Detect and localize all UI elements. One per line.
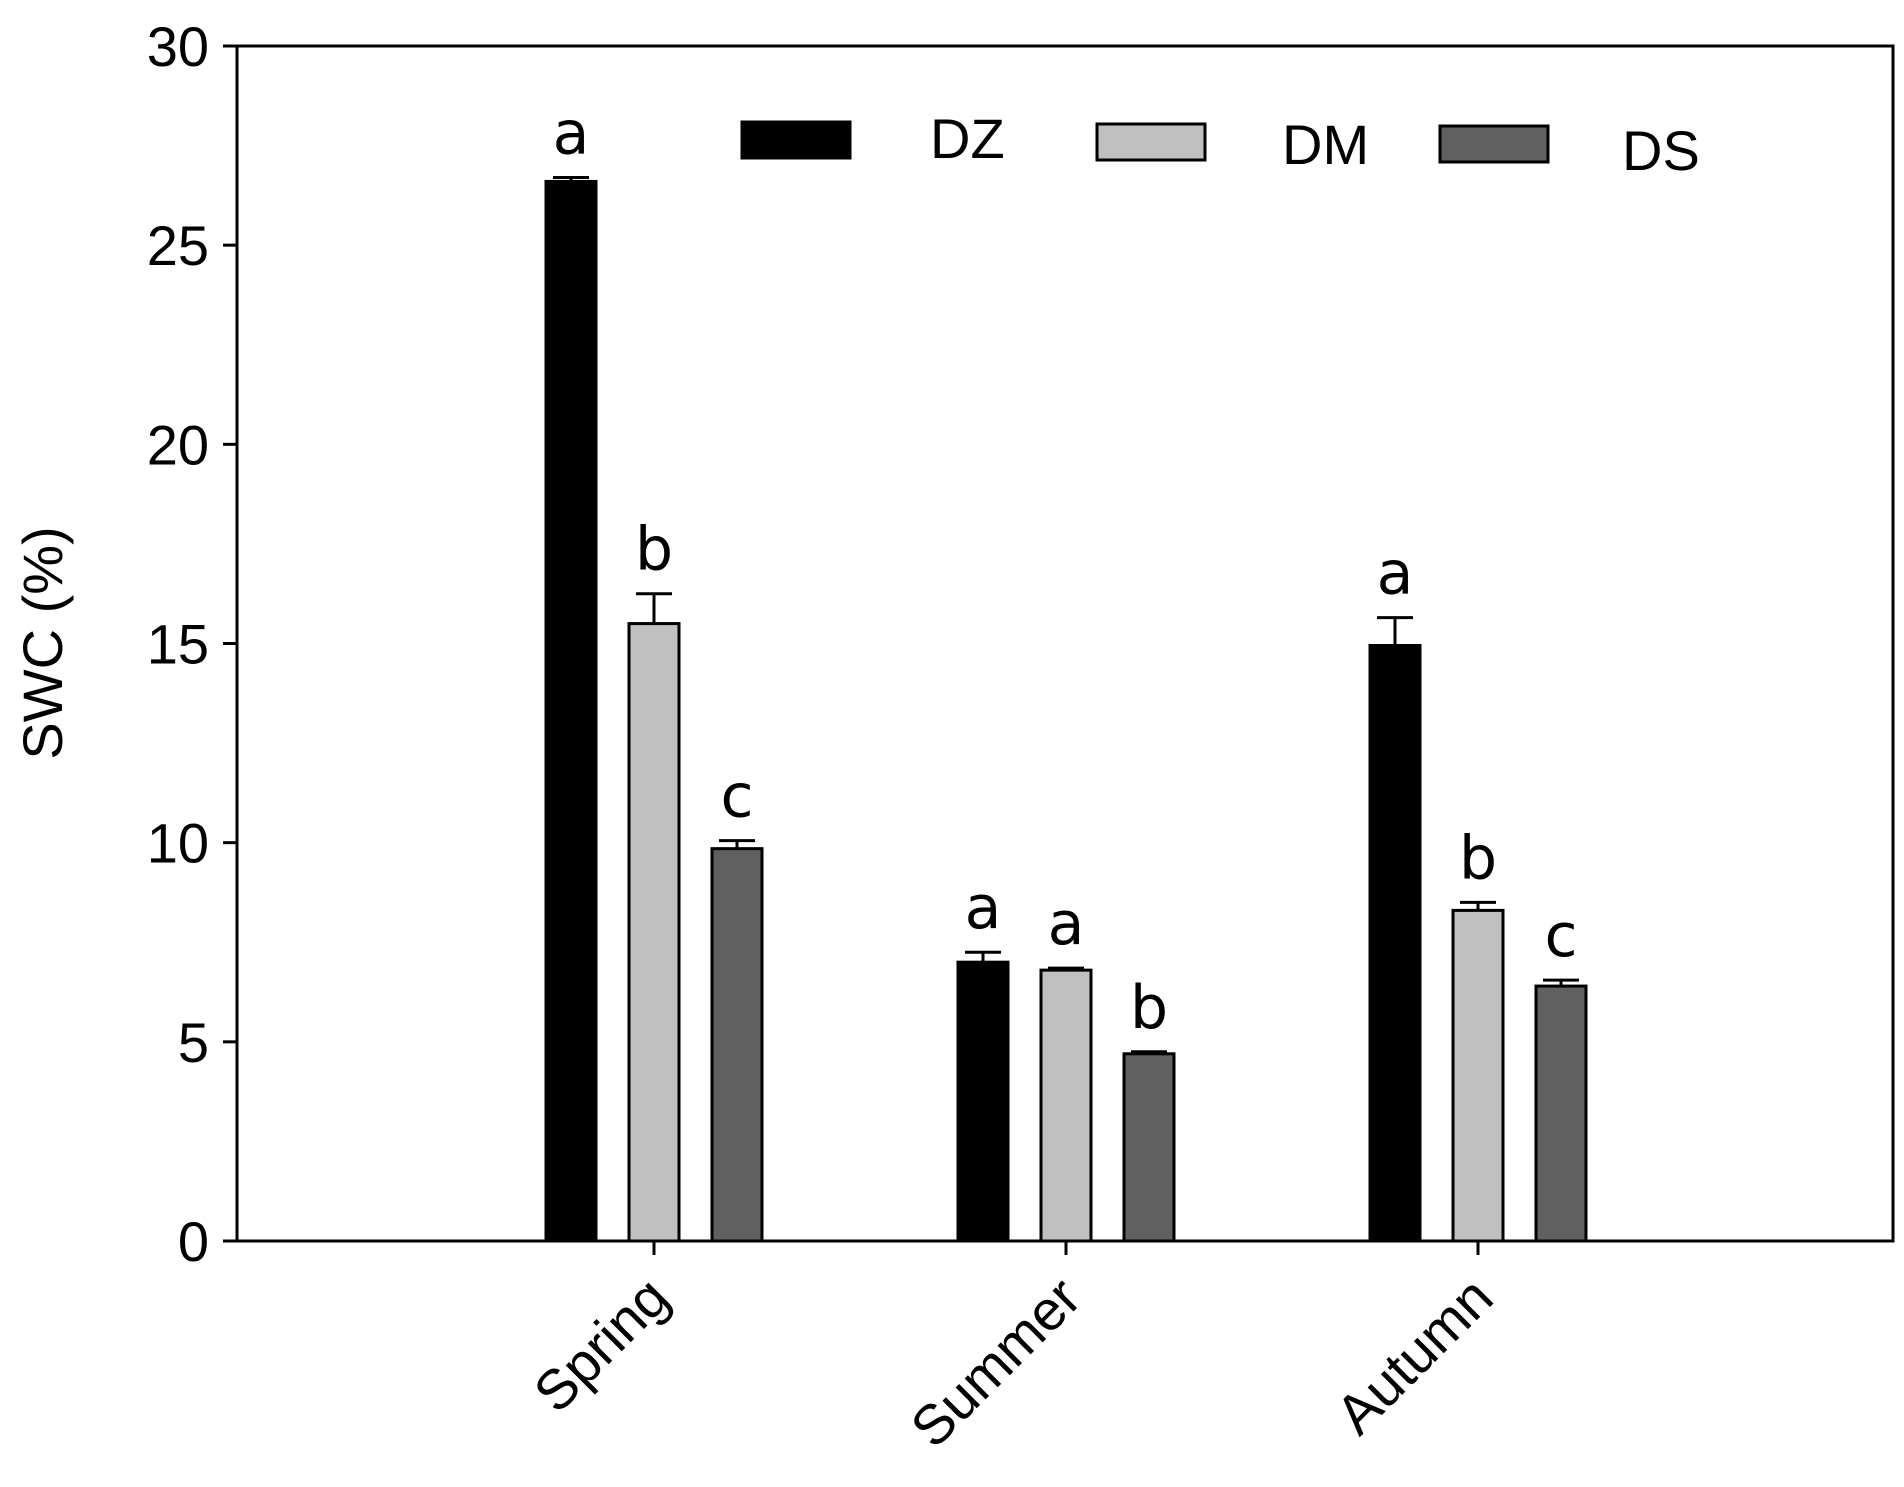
error-bar-dm-spring bbox=[636, 592, 672, 624]
error-bar-dm-summer bbox=[1048, 966, 1084, 971]
error-bar-dz-spring bbox=[553, 175, 589, 182]
bar-dm-summer bbox=[1039, 968, 1093, 1243]
bar-dz-autumn bbox=[1368, 643, 1422, 1243]
significance-letter-dz-autumn: a bbox=[1377, 539, 1414, 609]
legend-label-dz: DZ bbox=[930, 107, 1005, 170]
significance-letter-ds-spring: c bbox=[721, 762, 754, 832]
bar-dm-autumn bbox=[1451, 908, 1505, 1243]
legend: DZ DM DS bbox=[740, 107, 1700, 182]
bar-ds-summer bbox=[1122, 1052, 1176, 1243]
error-bar-dz-autumn bbox=[1377, 616, 1413, 646]
bar-ds-spring bbox=[710, 847, 764, 1243]
y-tick-label: 5 bbox=[178, 1011, 209, 1074]
legend-label-ds: DS bbox=[1622, 119, 1700, 182]
y-tick-label: 0 bbox=[178, 1210, 209, 1273]
y-axis: 0 5 10 15 20 25 30 bbox=[147, 15, 237, 1273]
bars bbox=[544, 179, 1588, 1243]
bar-dz-spring bbox=[544, 179, 598, 1243]
legend-swatch-dm bbox=[1095, 122, 1207, 162]
significance-letter-dz-summer: a bbox=[965, 873, 1002, 943]
x-axis: Spring Summer Autumn bbox=[521, 1241, 1504, 1459]
y-tick-label: 15 bbox=[147, 613, 209, 676]
x-tick-label-spring: Spring bbox=[521, 1265, 680, 1424]
significance-letter-dm-summer: a bbox=[1048, 889, 1085, 959]
legend-label-dm: DM bbox=[1282, 113, 1369, 176]
x-tick-label-summer: Summer bbox=[898, 1265, 1092, 1459]
significance-letter-dz-spring: a bbox=[553, 98, 590, 168]
error-bar-dz-summer bbox=[965, 950, 1001, 963]
error-bar-ds-summer bbox=[1131, 1050, 1167, 1054]
error-bar-ds-autumn bbox=[1543, 978, 1579, 987]
y-axis-title: SWC (%) bbox=[11, 526, 74, 759]
significance-letter-dm-spring: b bbox=[635, 515, 673, 585]
x-tick-label-autumn: Autumn bbox=[1323, 1265, 1504, 1446]
error-bar-dm-autumn bbox=[1460, 900, 1496, 911]
significance-letter-dm-autumn: b bbox=[1459, 823, 1497, 893]
significance-letter-ds-summer: b bbox=[1130, 973, 1168, 1043]
significance-letter-ds-autumn: c bbox=[1545, 901, 1578, 971]
legend-swatch-ds bbox=[1438, 124, 1550, 164]
bar-dm-spring bbox=[627, 622, 681, 1243]
y-tick-label: 20 bbox=[147, 413, 209, 476]
y-tick-label: 25 bbox=[147, 214, 209, 277]
bar-dz-summer bbox=[956, 960, 1010, 1243]
y-tick-label: 30 bbox=[147, 15, 209, 78]
error-bar-ds-spring bbox=[719, 839, 755, 849]
legend-swatch-dz bbox=[740, 120, 852, 160]
bar-ds-autumn bbox=[1534, 984, 1588, 1243]
error-bars bbox=[553, 175, 1579, 1054]
y-tick-label: 10 bbox=[147, 812, 209, 875]
